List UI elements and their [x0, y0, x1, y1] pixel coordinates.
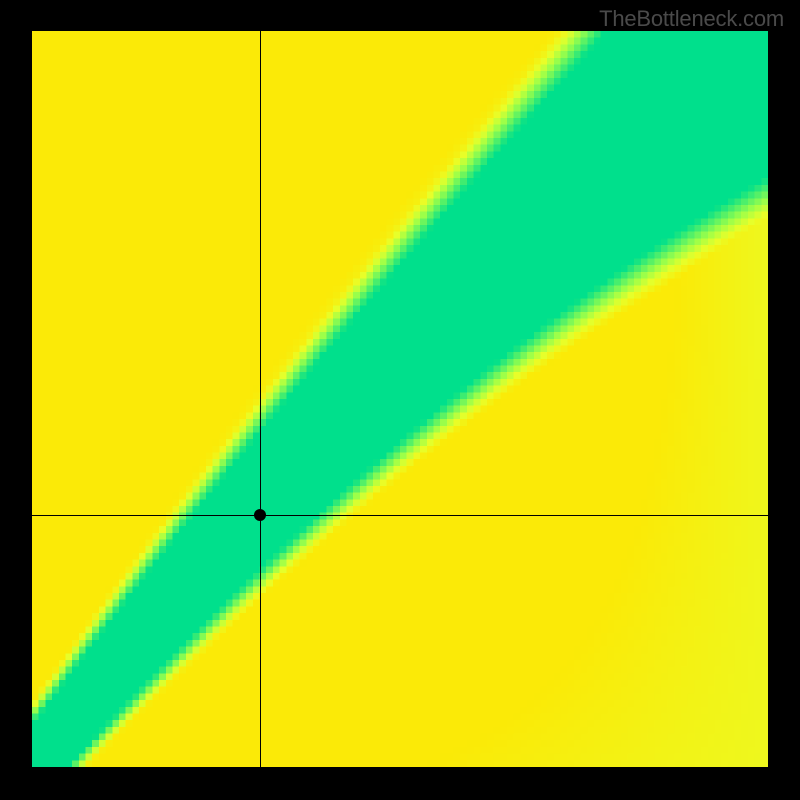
heatmap-canvas — [32, 31, 768, 767]
heatmap-plot — [32, 31, 768, 767]
watermark-text: TheBottleneck.com — [599, 6, 784, 32]
